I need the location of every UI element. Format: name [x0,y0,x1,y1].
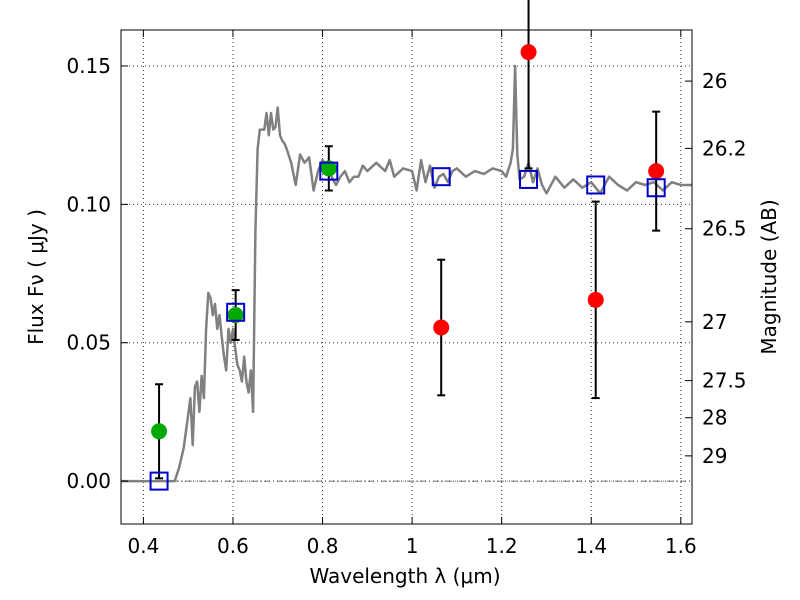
y-tick-label-2: 0.10 [66,192,111,216]
y2-tick-label-6: 29 [702,444,727,468]
red-point-1 [520,44,537,61]
y2-axis-label: Magnitude (AB) [757,199,781,354]
y-axis-label: Flux Fν ( μJy ) [24,209,48,345]
y2-tick-label-3: 27 [702,310,727,334]
green-point-1 [227,307,244,324]
red-point-0 [433,319,450,336]
grid [121,30,692,524]
model-square-5 [586,175,606,195]
plot-frame [120,29,693,525]
red-point-2 [587,291,604,308]
data-marks [149,0,666,491]
y2-tick-label-0: 26 [702,69,727,93]
y2-tick-label-4: 27.5 [702,369,747,393]
model-square-4 [519,169,539,189]
model-square-3 [431,167,451,187]
spectrum [121,64,692,483]
model-square-2 [319,161,339,181]
red-point-3 [648,163,665,180]
x-tick-label-2: 0.8 [307,534,339,558]
spectrum-line [121,64,692,483]
model-square-1 [226,302,246,322]
green-point-2 [320,160,337,177]
model-square-6 [646,178,666,198]
y-tick-label-0: 0.00 [66,469,111,493]
x-tick-label-1: 0.6 [217,534,249,558]
x-tick-label-0: 0.4 [127,534,159,558]
y-tick-label-1: 0.05 [66,331,111,355]
x-tick-label-6: 1.6 [665,534,697,558]
x-tick-label-3: 1 [406,534,419,558]
model-square-0 [149,471,169,491]
axes: 0.4 0.6 0.8 1 1.2 1.4 1.6 0.00 0.05 0.10 0.15 26 26.… [66,30,747,558]
green-point-0 [151,423,168,440]
y2-tick-label-5: 28 [702,406,727,430]
y2-tick-label-2: 26.5 [702,217,747,241]
x-axis-label: Wavelength λ (μm) [309,564,500,588]
y-tick-label-3: 0.15 [66,54,111,78]
y2-tick-label-1: 26.2 [702,136,747,160]
x-tick-label-4: 1.2 [486,534,518,558]
x-tick-label-5: 1.4 [575,534,607,558]
